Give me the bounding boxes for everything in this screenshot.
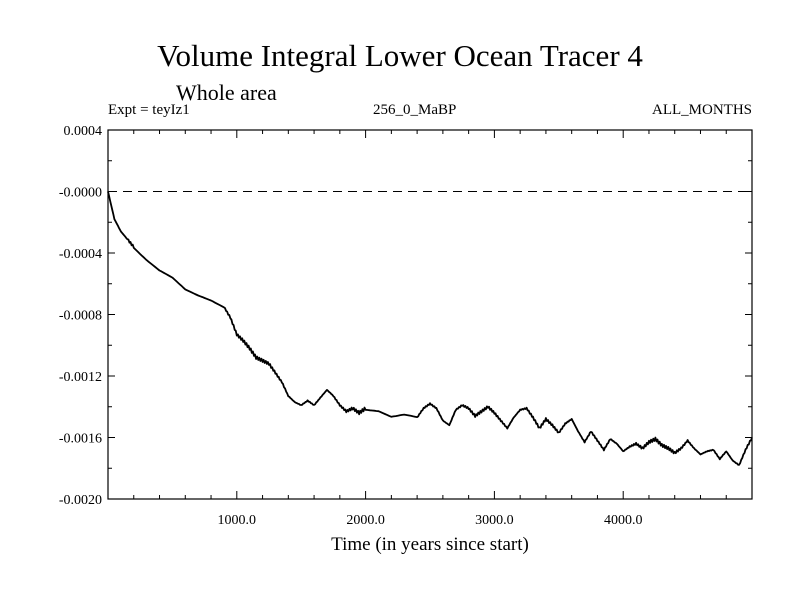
x-tick-label: 2000.0 [346, 513, 385, 528]
y-tick-label: -0.0016 [59, 432, 102, 447]
y-tick-label: -0.0000 [59, 186, 102, 201]
y-tick-label: 0.0004 [64, 124, 103, 139]
experiment-label: Expt = teyIz1 [108, 102, 190, 118]
plot-frame [107, 129, 753, 500]
y-tick-label: -0.0020 [59, 493, 102, 508]
y-tick-label: -0.0012 [59, 370, 102, 385]
chart-subtitle: Whole area [176, 80, 277, 105]
months-label: ALL_MONTHS [652, 102, 752, 118]
y-tick-label: -0.0008 [59, 309, 102, 324]
x-tick-label: 4000.0 [604, 513, 643, 528]
x-axis-label: Time (in years since start) [331, 534, 529, 555]
period-label: 256_0_MaBP [373, 102, 457, 118]
x-tick-label: 1000.0 [218, 513, 257, 528]
chart-title: Volume Integral Lower Ocean Tracer 4 [157, 38, 643, 73]
x-tick-label: 3000.0 [475, 513, 514, 528]
y-tick-label: -0.0004 [59, 247, 102, 262]
series-line [107, 191, 753, 466]
